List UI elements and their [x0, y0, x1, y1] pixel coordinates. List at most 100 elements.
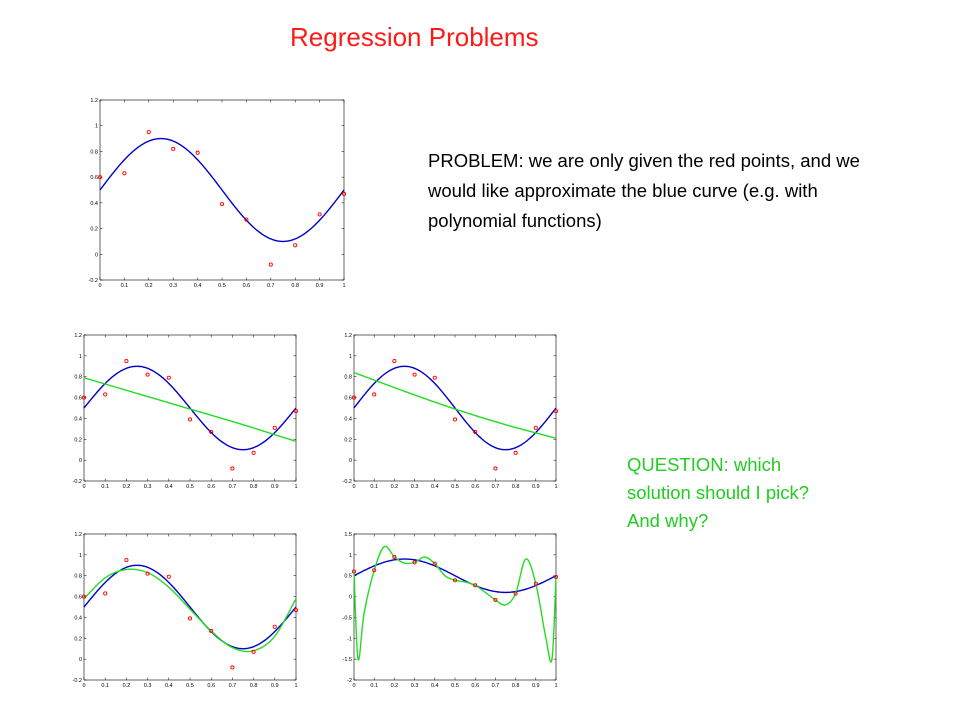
x-tick-label: 0.1	[101, 683, 109, 689]
y-tick-label: 0.8	[90, 149, 98, 155]
data-point	[553, 409, 559, 414]
true-curve-line	[353, 558, 557, 594]
x-tick-label: 1	[294, 683, 297, 689]
data-point	[452, 417, 458, 422]
data-point	[272, 624, 277, 629]
x-tick-label: 1	[554, 484, 557, 490]
slide-title: Regression Problems	[290, 22, 539, 52]
x-tick-label: 0.5	[218, 283, 226, 289]
data-point	[268, 262, 273, 267]
y-tick-label: -1	[347, 636, 352, 642]
x-tick-label: 0.6	[243, 283, 251, 289]
x-tick-label: 0.9	[532, 484, 540, 490]
question-line-1: QUESTION: which	[627, 454, 782, 475]
question-line-2: solution should I pick?	[627, 482, 810, 503]
y-tick-label: 0.6	[74, 396, 82, 402]
plot-high-degree-fit: 0 0.1 0.2 0.3 0.4 0.5 0.6 0.7 0.8 0.9 1 -2 -1.5 -1 -0.…	[343, 532, 559, 689]
data-point	[412, 560, 417, 565]
x-tick-label: 0.8	[250, 484, 258, 490]
x-tick-label: 0.9	[316, 283, 324, 289]
data-point	[81, 395, 87, 400]
y-tick-label: 0.8	[74, 375, 82, 381]
data-point	[341, 191, 347, 196]
true-curve-line	[99, 137, 345, 243]
data-point	[219, 202, 225, 207]
data-point	[166, 574, 171, 579]
data-point	[392, 359, 397, 364]
data-point	[372, 392, 377, 397]
data-point	[81, 594, 87, 599]
data-point	[533, 425, 538, 430]
data-point	[145, 372, 150, 377]
data-point	[513, 450, 518, 455]
x-tick-label: 0.1	[121, 283, 129, 289]
x-tick-label: 0.6	[207, 484, 215, 490]
data-point	[230, 466, 235, 471]
data-point	[187, 417, 193, 422]
y-tick-label: -2	[347, 678, 352, 684]
data-point	[293, 608, 299, 613]
data-point	[103, 591, 108, 596]
data-point	[251, 649, 256, 654]
fit-curve-line	[83, 568, 297, 653]
y-tick-label: 0	[349, 595, 352, 601]
plot-quadratic-fit: 0 0.1 0.2 0.3 0.4 0.5 0.6 0.7 0.8 0.9 1-0.200.20.4…	[343, 333, 559, 490]
y-tick-label: 0.4	[74, 416, 82, 422]
x-tick-label: 1	[554, 683, 557, 689]
y-tick-label: -0.2	[73, 678, 82, 684]
plot-linear-fit: 0 0.1 0.2 0.3 0.4 0.5 0.6 0.7 0.8 0.9 1-0.200.20.4…	[73, 333, 299, 490]
x-tick-label: 0.9	[271, 683, 279, 689]
x-tick-label: 0	[98, 283, 101, 289]
true-curve-line	[353, 365, 557, 451]
y-tick-label: 1	[95, 124, 98, 130]
data-point	[166, 375, 171, 380]
data-point	[103, 392, 108, 397]
data-point	[432, 375, 437, 380]
question-text: QUESTION: which solution should I pick? …	[627, 451, 877, 535]
y-tick-label: 0.2	[90, 227, 98, 233]
data-point	[122, 171, 127, 176]
data-point	[146, 130, 151, 135]
y-tick-label: 0.6	[74, 595, 82, 601]
data-point	[317, 212, 322, 217]
fit-curve-line	[83, 377, 297, 443]
data-point	[351, 569, 357, 574]
data-point	[553, 574, 559, 580]
x-tick-label: 0.5	[186, 683, 194, 689]
data-point	[209, 628, 214, 634]
y-tick-label: 0.2	[74, 437, 82, 443]
x-tick-label: 0	[82, 683, 85, 689]
fit-curve-line	[353, 545, 557, 663]
x-tick-label: 0.3	[411, 683, 419, 689]
x-tick-label: 0.2	[391, 683, 399, 689]
y-tick-label: 0.4	[90, 201, 98, 207]
y-tick-label: 0.8	[344, 375, 352, 381]
x-tick-label: 1	[294, 484, 297, 490]
x-tick-label: 0.8	[291, 283, 299, 289]
data-point	[473, 429, 478, 435]
x-tick-label: 0.8	[512, 683, 520, 689]
plot-cubic-fit: 0 0.1 0.2 0.3 0.4 0.5 0.6 0.7 0.8 0.9 1-0.200.20.4…	[73, 532, 299, 689]
x-tick-label: 0.8	[512, 484, 520, 490]
data-point	[372, 568, 377, 573]
x-tick-label: 0.7	[492, 683, 500, 689]
data-point	[124, 558, 129, 563]
y-tick-label: 1	[349, 354, 352, 360]
x-tick-label: 0.2	[391, 484, 399, 490]
y-tick-label: 1	[79, 354, 82, 360]
y-tick-label: 0.4	[74, 615, 82, 621]
x-tick-label: 0.2	[145, 283, 153, 289]
y-tick-label: 1.2	[90, 98, 98, 104]
problem-text: PROBLEM: we are only given the red point…	[428, 150, 860, 231]
y-tick-label: 1.5	[344, 532, 352, 538]
y-tick-label: 0	[79, 657, 82, 663]
x-tick-label: 0.4	[431, 484, 439, 490]
x-tick-label: 0.5	[451, 683, 459, 689]
x-tick-label: 0.4	[431, 683, 439, 689]
x-tick-label: 0.1	[101, 484, 109, 490]
y-tick-label: 0.4	[344, 416, 352, 422]
x-tick-label: 0.2	[123, 484, 131, 490]
data-point	[145, 571, 150, 576]
data-point	[187, 616, 193, 621]
y-tick-label: 1	[79, 553, 82, 559]
